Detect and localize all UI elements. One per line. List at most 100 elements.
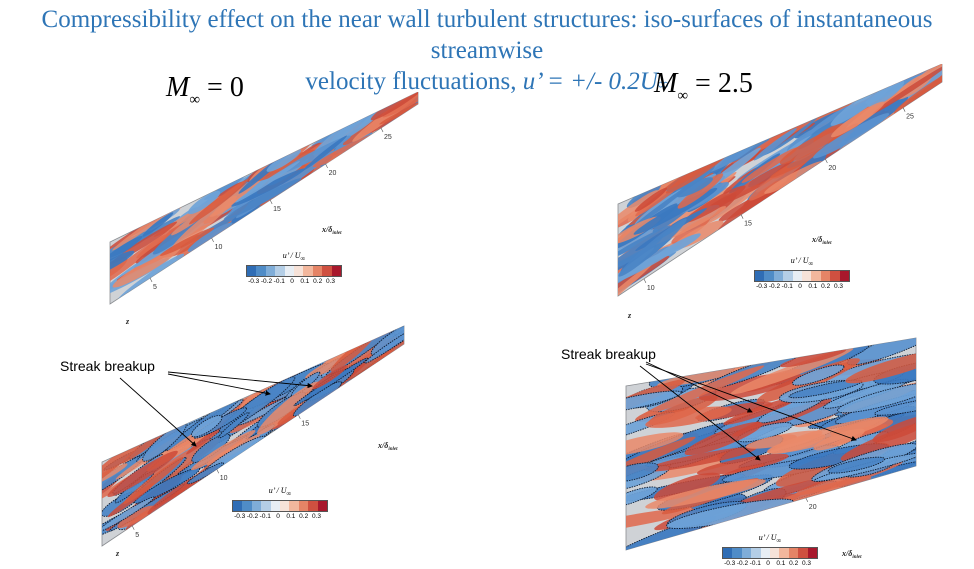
colorbar-top-right: u’ / U∞ -0.3 -0.2 -0.1 0 0.1 0.2 0.3 [754,256,850,292]
colorbar-tick-label: 0 [766,559,770,567]
colorbar-tick-label: 0.3 [801,559,811,567]
axis-tick [825,158,828,164]
colorbar-swatch [270,500,281,511]
axis-tick [805,497,809,503]
colorbar-swatch [322,265,332,276]
colorbar-swatch [811,270,821,281]
colorbar-tick-label: -0.3 [724,559,736,567]
colorbar-tick-label: 0.1 [808,282,818,290]
axis-tick [380,127,384,133]
axis-tick [643,278,647,284]
colorbar-swatch [783,270,793,281]
axis-tick [211,237,214,243]
colorbar-tick-label: 0.2 [299,512,309,520]
low-speed-streak [218,412,250,439]
colorbar-tick-label: 0.3 [325,277,335,285]
colorbar-swatch [779,547,789,558]
high-speed-streak [845,350,916,384]
low-speed-streak [618,225,671,259]
x-axis-label: x/δinlet [811,235,832,246]
low-speed-streak [303,135,347,171]
axis-tick [216,469,220,474]
high-speed-streak [840,417,916,461]
high-speed-streak [618,190,659,234]
high-speed-streak [872,64,942,114]
axis-tick-label: 10 [647,285,655,292]
colorbar-swatch [261,500,271,511]
colorbar-swatch [751,547,761,558]
low-speed-streak [827,456,886,474]
colorbar-tick-label: 0 [290,277,294,285]
colorbar-tick-label: -0.1 [749,559,761,567]
x-axis-label: x/δinlet [377,441,398,452]
high-speed-streak [110,234,167,289]
high-speed-streak [160,227,215,256]
axis-tick [149,277,153,283]
colorbar-swatch [308,500,318,511]
high-speed-streak [189,179,249,225]
colorbar-swatch [256,265,266,276]
low-speed-streak [102,496,155,533]
colorbar-tick-label: 0.3 [833,282,843,290]
high-speed-streak [626,508,695,533]
high-speed-streak [117,505,155,529]
colorbar-bottom-left: u’ / U∞ -0.3 -0.2 -0.1 0 0.1 0.2 0.3 [232,486,328,522]
colorbar-tick-label: 0.2 [313,277,323,285]
title-line-2: velocity fluctuations, u’ = +/- 0.2U∞ [305,68,669,95]
colorbar-swatch [317,500,328,511]
colorbar-swatch [303,265,313,276]
high-speed-streak [677,173,724,209]
axis-tick-label: 10 [220,475,228,482]
high-speed-streak [254,149,316,182]
z-axis-label: z [125,317,130,326]
axis-tick [740,214,744,219]
high-speed-streak [741,147,799,183]
colorbar-swatch [741,547,752,558]
flow-plot-mach0-isosurface: 5 10 15 20 25 x/δinlet z [109,92,419,326]
x-axis-label: x/δinlet [841,549,862,560]
low-speed-streak [364,326,404,364]
colorbar-swatch [764,270,774,281]
low-speed-streak [142,212,174,237]
title-line-1: Compressibility effect on the near wall … [41,6,933,64]
flow-plot-mach2p5-isosurface: 10 15 20 25 x/δinlet z [617,64,943,320]
axis-tick [298,414,301,419]
colorbar-swatch [275,265,285,276]
colorbar-tick-label: 0 [276,512,280,520]
high-speed-streak [257,381,320,435]
axis-tick-label: 5 [135,532,139,539]
colorbar-tick-label: -0.3 [248,277,260,285]
axis-tick-label: 15 [273,206,281,213]
high-speed-streak [191,430,256,471]
colorbar-swatch [233,500,243,511]
annotation-streak-breakup-right: Streak breakup [561,346,656,362]
high-speed-streak [779,125,847,165]
colorbar-swatch [839,270,850,281]
axis-tick-label: 20 [828,165,836,172]
axis-tick-label: 15 [301,421,309,428]
colorbar-swatch [265,265,276,276]
low-speed-streak [134,467,201,504]
colorbar-swatch [312,265,323,276]
panel-bottom-left: 5 10 15 x/δinlet z [96,320,410,560]
low-speed-streak [618,218,687,277]
high-speed-streak [653,472,721,501]
low-speed-streak [813,113,890,159]
axis-tick-label: 15 [744,221,752,228]
high-speed-streak [831,101,885,138]
low-speed-streak [328,105,385,146]
colorbar-swatch [723,547,733,558]
low-speed-streak [187,190,221,215]
high-speed-streak [102,436,146,493]
colorbar-swatch [242,500,252,511]
low-speed-streak [187,222,233,252]
colorbar-tick-label: 0.1 [300,277,310,285]
colorbar-swatch [830,270,840,281]
axis-tick-label: 25 [906,114,914,121]
high-speed-streak [123,456,184,505]
colorbar-swatch [755,270,765,281]
colorbar-tick-label: -0.1 [273,277,285,285]
colorbar-swatch [289,500,299,511]
panel-top-left: 5 10 15 20 25 x/δinlet z [100,92,430,332]
colorbar-swatch [760,547,771,558]
